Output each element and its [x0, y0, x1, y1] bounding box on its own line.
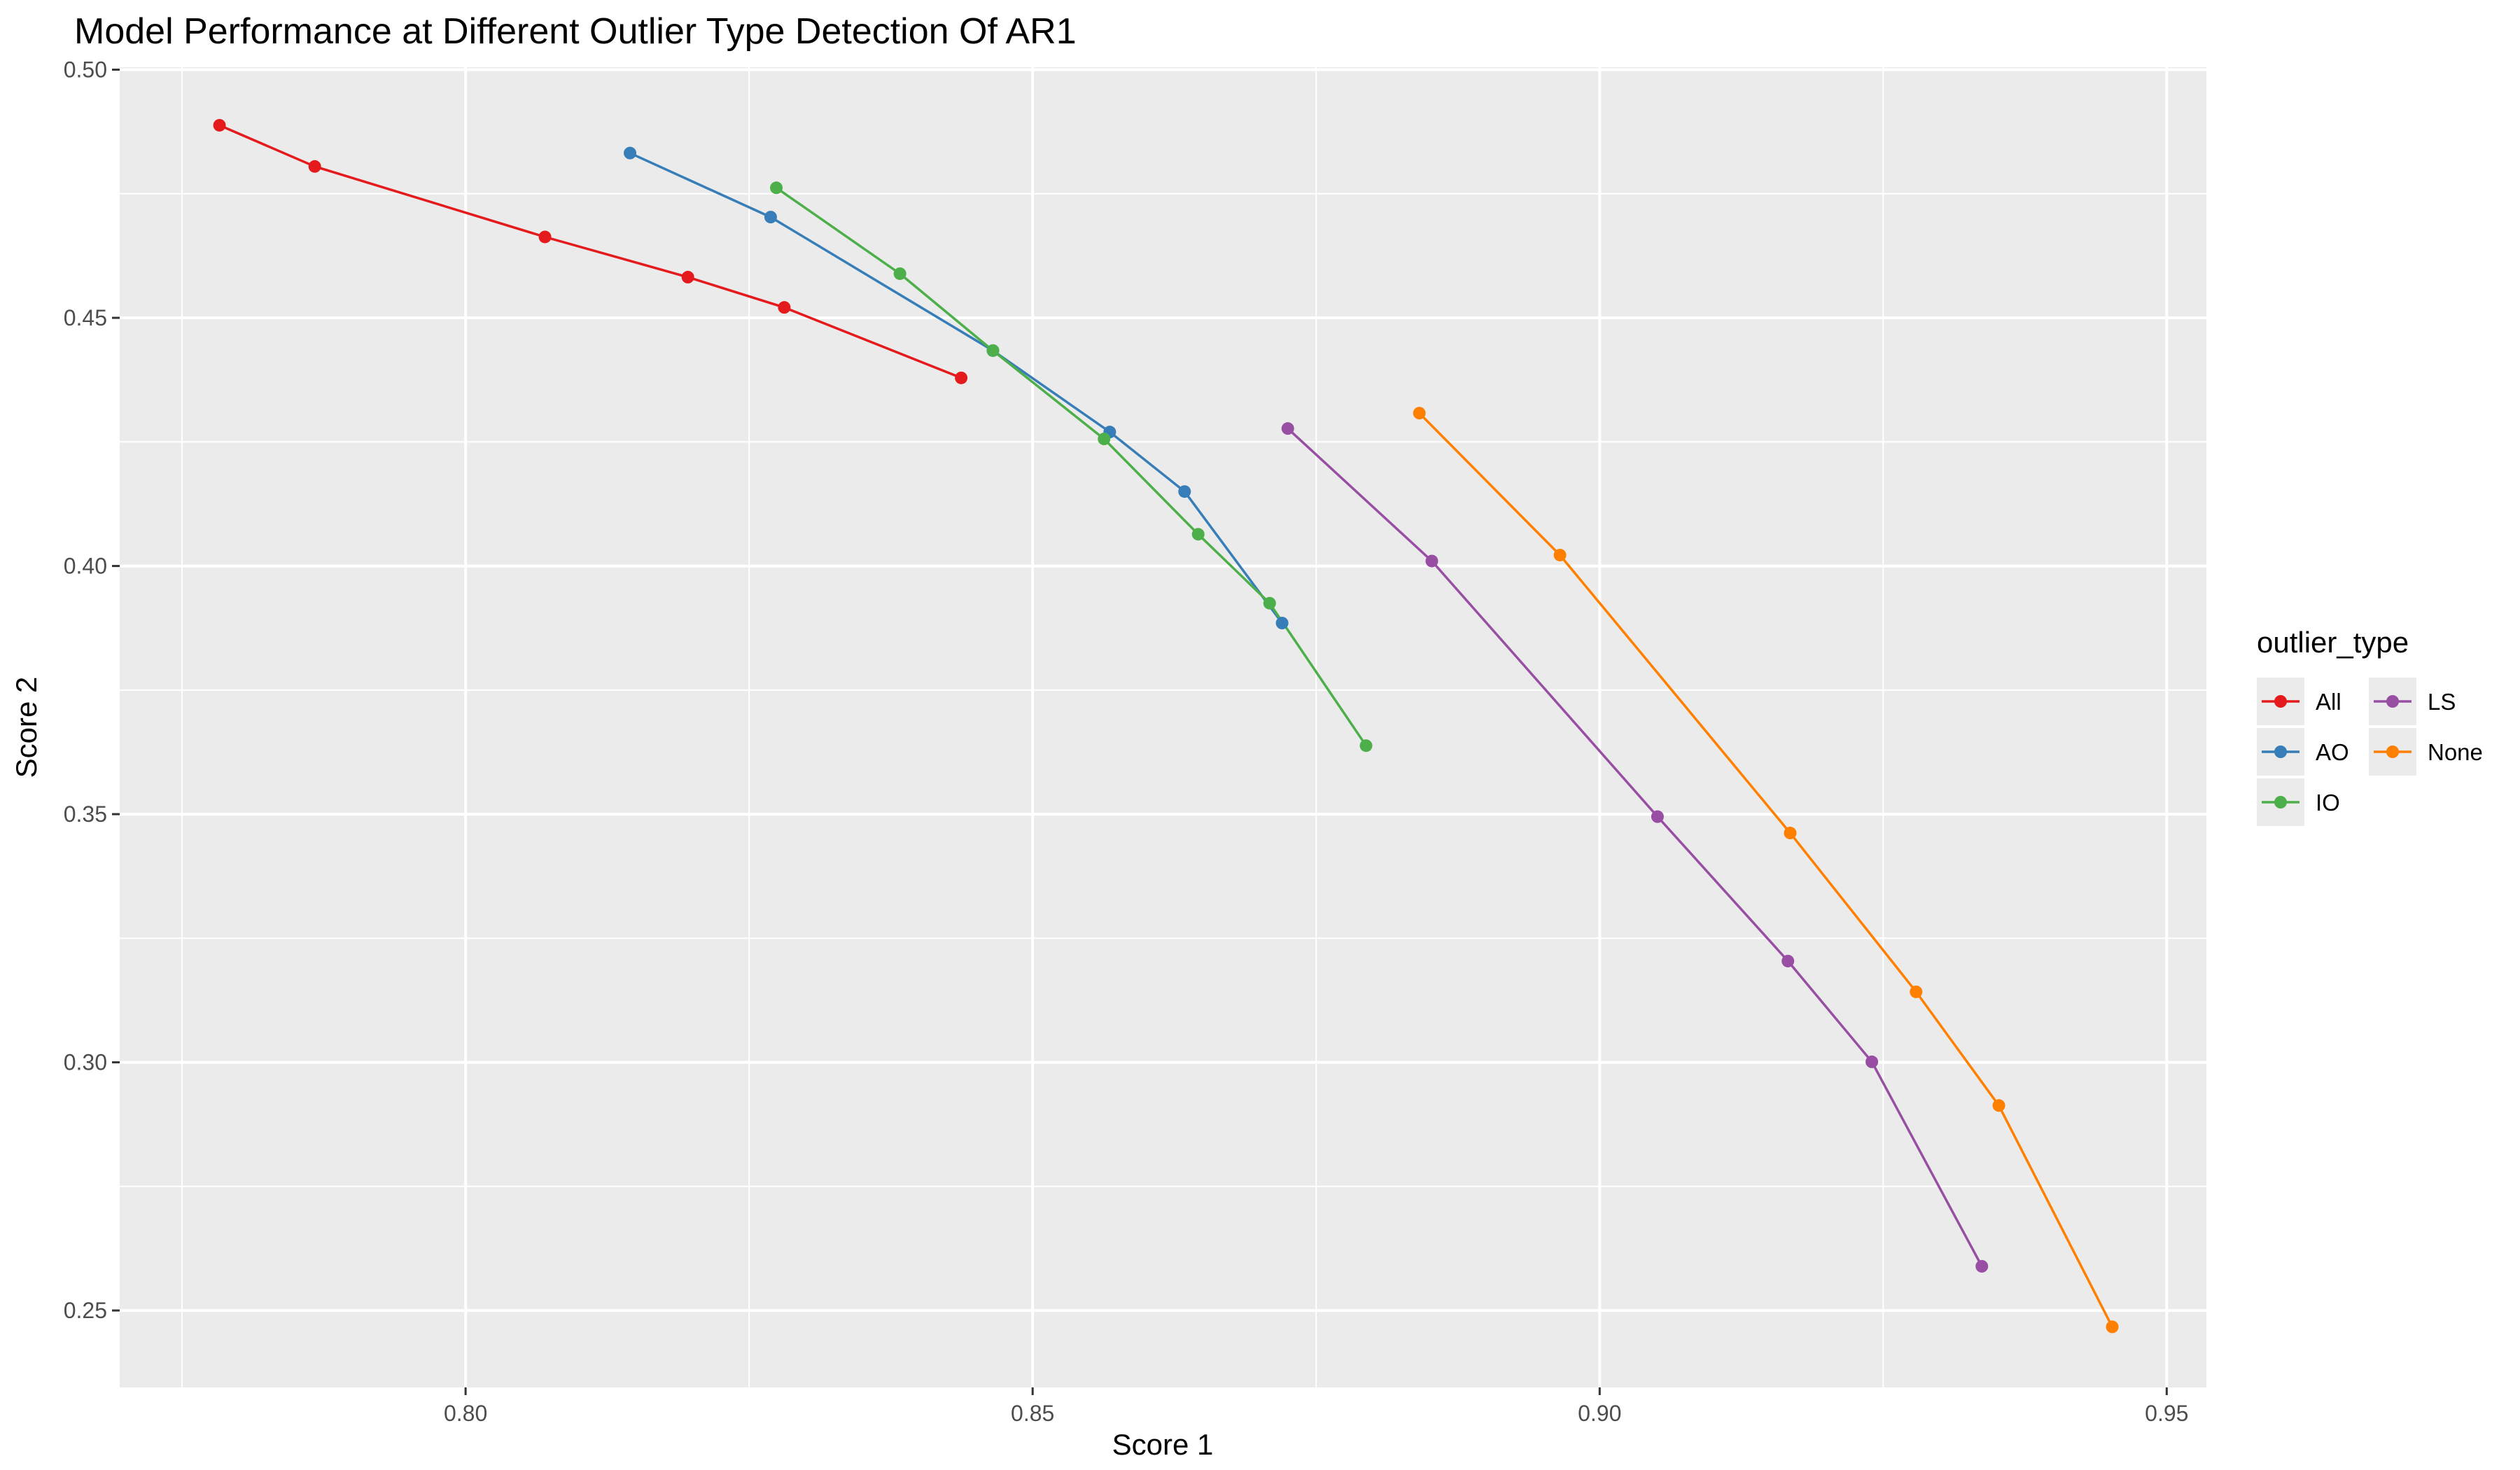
data-point-ao	[1178, 485, 1191, 498]
x-tick-label: 0.90	[1578, 1401, 1621, 1426]
plot-panel	[120, 67, 2206, 1387]
y-tick-label: 0.45	[64, 305, 107, 330]
minor-gridlines	[120, 67, 2206, 1387]
data-point-none	[1413, 407, 1426, 420]
data-point-all	[955, 371, 968, 384]
legend-point-none	[2386, 746, 2399, 758]
data-point-io	[1098, 433, 1111, 446]
data-point-io	[770, 181, 783, 195]
y-tick-label: 0.35	[64, 802, 107, 827]
legend-label-ao: AO	[2316, 739, 2349, 765]
data-point-ls	[1975, 1259, 1989, 1273]
y-axis-title: Score 2	[10, 677, 43, 778]
data-point-all	[681, 270, 694, 284]
data-point-ls	[1651, 810, 1664, 823]
chart-title: Model Performance at Different Outlier T…	[74, 11, 1077, 52]
data-point-ao	[1275, 617, 1289, 630]
legend-point-io	[2274, 796, 2287, 808]
y-tick-label: 0.25	[64, 1298, 107, 1323]
data-point-none	[1992, 1099, 2005, 1112]
data-point-io	[986, 344, 1000, 357]
x-tick-label: 0.85	[1011, 1401, 1054, 1426]
y-tick-label: 0.30	[64, 1050, 107, 1075]
data-point-ls	[1865, 1055, 1879, 1068]
data-point-ls	[1281, 422, 1294, 435]
legend-items: All AO IO LS None	[2257, 678, 2483, 826]
data-point-io	[1263, 596, 1276, 610]
legend-label-all: All	[2316, 689, 2342, 715]
data-point-none	[1910, 985, 1923, 998]
x-tick-label: 0.80	[444, 1401, 487, 1426]
series-line-ao	[629, 152, 1284, 624]
x-tick-label: 0.95	[2145, 1401, 2188, 1426]
legend-label-ls: LS	[2428, 689, 2456, 715]
data-point-ls	[1782, 954, 1795, 967]
data-point-none	[1784, 827, 1797, 840]
y-tick-label: 0.40	[64, 554, 107, 579]
data-point-all	[213, 118, 226, 132]
y-tick-label: 0.50	[64, 57, 107, 83]
legend-title: outlier_type	[2257, 626, 2409, 659]
series-line-all	[218, 124, 962, 379]
series-points	[213, 118, 2119, 1334]
data-point-io	[893, 267, 906, 280]
data-point-ls	[1425, 554, 1438, 568]
legend-label-io: IO	[2316, 790, 2340, 816]
data-point-all	[538, 230, 552, 244]
data-point-all	[778, 301, 791, 314]
data-point-none	[2106, 1320, 2119, 1334]
x-axis-title: Score 1	[1112, 1428, 1214, 1461]
data-point-none	[1553, 548, 1567, 561]
y-axis-ticks: 0.25 0.30 0.35 0.40 0.45 0.50	[64, 57, 120, 1323]
x-axis-ticks: 0.80 0.85 0.90 0.95	[444, 1387, 2188, 1426]
legend-point-ao	[2274, 746, 2287, 758]
legend-point-all	[2274, 695, 2287, 708]
legend-label-none: None	[2428, 739, 2483, 765]
data-point-io	[1359, 739, 1373, 752]
series-line-none	[1418, 412, 2114, 1328]
major-gridlines	[120, 67, 2206, 1387]
series-line-ls	[1287, 427, 1983, 1267]
data-point-ao	[764, 211, 777, 224]
data-point-ao	[624, 146, 637, 160]
data-point-all	[308, 160, 321, 173]
legend-point-ls	[2386, 695, 2399, 708]
data-point-io	[1191, 528, 1205, 541]
legend: outlier_type All AO IO LS None	[2257, 626, 2483, 826]
